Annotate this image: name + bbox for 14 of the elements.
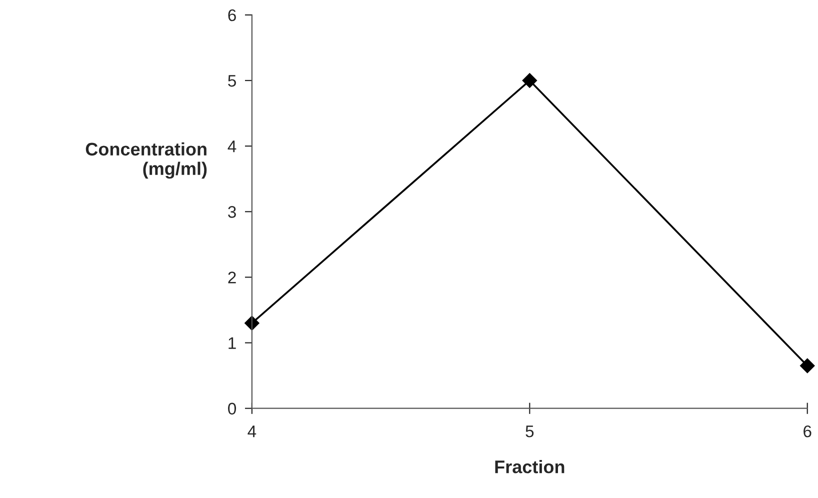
y-tick-label: 1 (228, 337, 236, 349)
x-axis-title: Fraction (495, 460, 564, 474)
x-tick-label: 6 (804, 425, 812, 438)
x-tick-label: 5 (526, 426, 534, 438)
y-tick-label: 6 (228, 9, 236, 22)
y-tick-label: 5 (228, 75, 236, 87)
x-tick-label: 4 (248, 426, 256, 438)
y-tick-label: 4 (228, 140, 236, 152)
y-tick-label: 3 (228, 206, 236, 218)
y-tick-label: 2 (228, 272, 236, 284)
point (800, 358, 815, 374)
y-axis-title: Concentration (mg/ml) (86, 142, 207, 179)
point (522, 73, 538, 88)
y-tick-label: 0 (228, 402, 236, 415)
